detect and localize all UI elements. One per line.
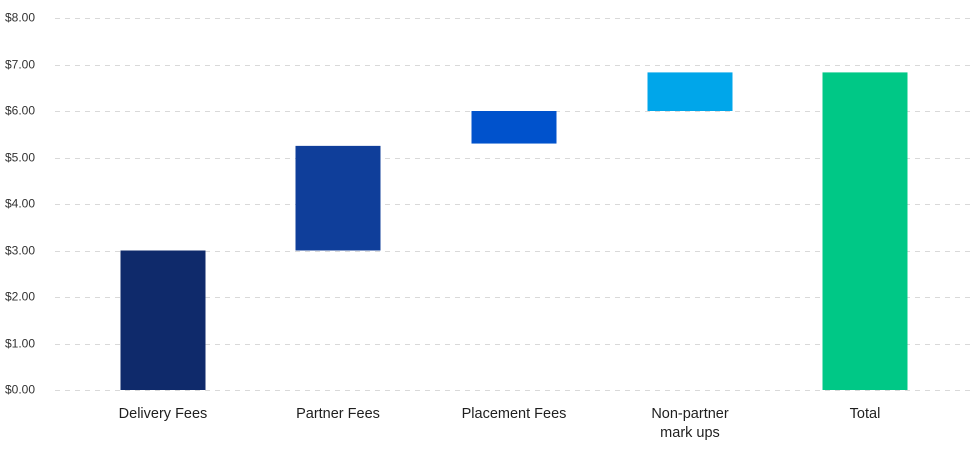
y-tick-label: $6.00 xyxy=(5,104,35,118)
bar-layer xyxy=(120,72,908,390)
x-tick-label: Non-partner xyxy=(651,406,729,422)
x-tick-label: Delivery Fees xyxy=(119,406,208,422)
y-tick-label: $0.00 xyxy=(5,383,35,397)
y-tick-label: $7.00 xyxy=(5,58,35,72)
grid-layer xyxy=(55,18,970,391)
bar xyxy=(120,250,206,390)
bar xyxy=(647,72,733,111)
y-tick-label: $2.00 xyxy=(5,290,35,304)
bar xyxy=(295,145,381,251)
y-axis: $0.00 $1.00 $2.00 $3.00 $4.00 $5.00 $6.00 $7.00… xyxy=(5,11,35,397)
x-axis: Delivery Fees Partner Fees Placement Fees N… xyxy=(119,406,881,441)
y-tick-label: $8.00 xyxy=(5,11,35,25)
x-tick-label: Partner Fees xyxy=(296,406,380,422)
y-tick-label: $3.00 xyxy=(5,244,35,258)
bar xyxy=(822,72,908,390)
y-tick-label: $5.00 xyxy=(5,151,35,165)
x-tick-label: Placement Fees xyxy=(462,406,567,422)
y-tick-label: $1.00 xyxy=(5,337,35,351)
bar xyxy=(471,111,557,144)
x-tick-label: Total xyxy=(850,406,881,422)
y-tick-label: $4.00 xyxy=(5,197,35,211)
x-tick-label: mark ups xyxy=(660,425,720,441)
